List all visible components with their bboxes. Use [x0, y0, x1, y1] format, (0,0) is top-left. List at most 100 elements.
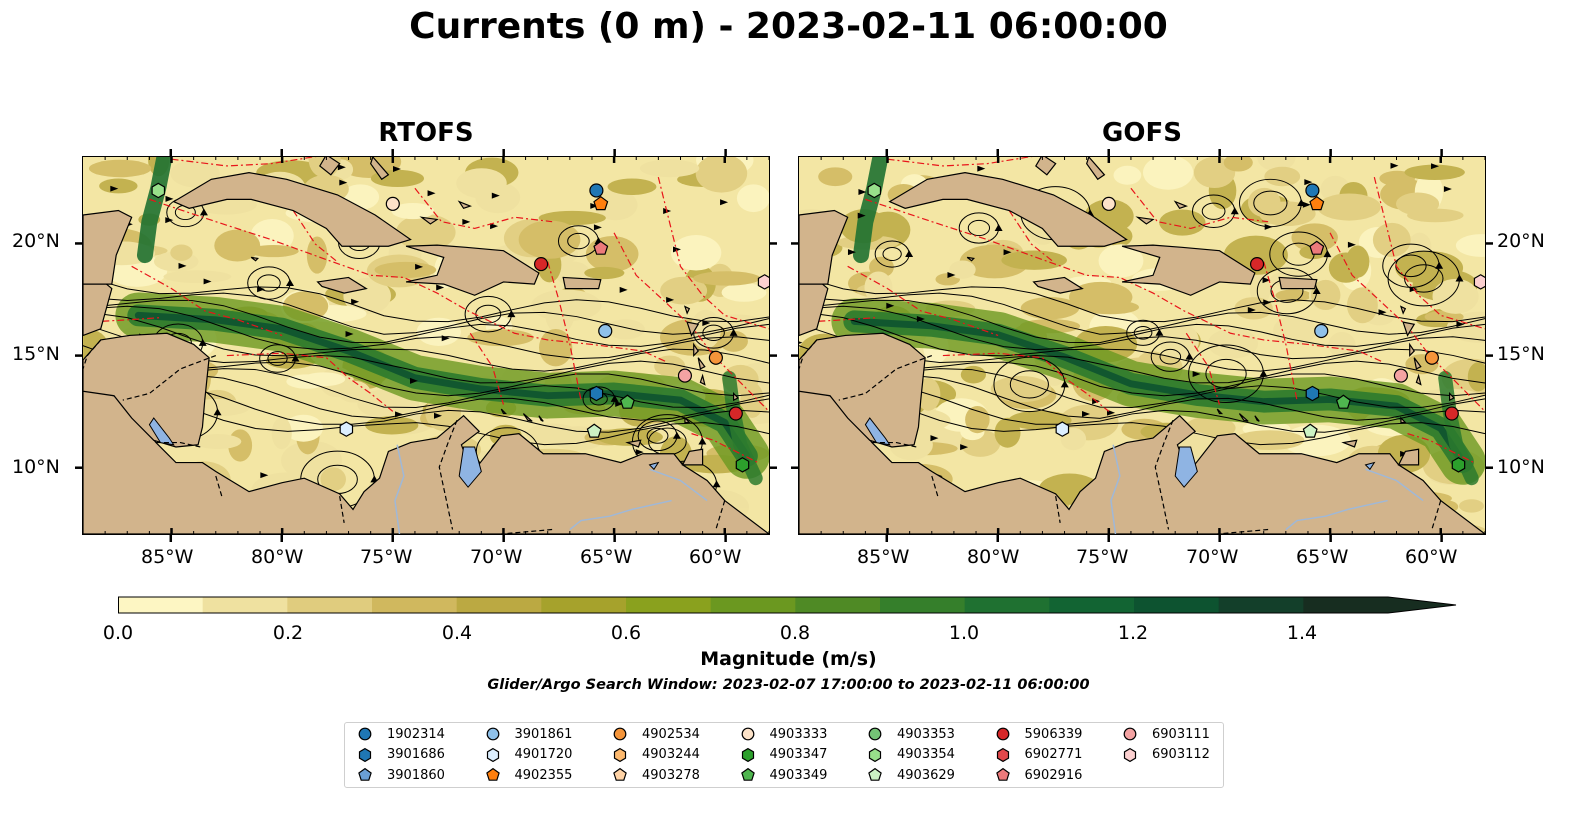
landmass — [172, 172, 412, 247]
speed-patch — [1008, 410, 1072, 430]
legend-marker-icon — [868, 727, 882, 741]
map-panel-gofs[interactable] — [798, 156, 1486, 535]
legend-label: 1902314 — [387, 726, 445, 742]
speed-patch — [1069, 281, 1133, 313]
figure-title: Currents (0 m) - 2023-02-11 06:00:00 — [409, 6, 1168, 47]
speed-patch — [170, 159, 220, 188]
landmass — [684, 416, 691, 424]
streamline-arrow — [1378, 309, 1387, 316]
legend-marker — [613, 727, 627, 741]
colorbar-outline — [118, 596, 1457, 614]
speed-patch — [736, 184, 769, 213]
legend-marker-icon — [1123, 747, 1137, 762]
streamline — [799, 299, 1485, 347]
speed-patch — [1001, 250, 1067, 270]
legend-label: 4903353 — [897, 726, 955, 742]
legend-entry: 4903244 — [612, 747, 700, 763]
streamline-arrow — [619, 286, 628, 293]
speed-patch — [596, 428, 663, 446]
streamline-arrow — [165, 217, 174, 224]
landmass — [1085, 157, 1106, 181]
streamline-arrow — [199, 208, 208, 216]
legend-marker-icon — [868, 747, 882, 762]
legend-marker — [740, 767, 755, 781]
colorbar-bin — [118, 597, 204, 613]
colorbar-bin — [964, 597, 1050, 613]
streamline-arrow — [1304, 179, 1313, 186]
float-marker-4903333 — [385, 196, 400, 211]
legend-marker-icon — [868, 767, 882, 781]
eez-line — [292, 210, 338, 263]
lake — [1364, 461, 1376, 471]
country-border — [1217, 528, 1269, 534]
speed-patch — [1310, 279, 1341, 310]
speed-patch — [248, 245, 299, 258]
float-marker-5906339 — [533, 257, 549, 272]
speed-patch — [654, 355, 686, 377]
float-marker-4903354 — [151, 182, 166, 199]
streamline-arrow — [857, 212, 866, 219]
streamline-arrow — [729, 328, 738, 336]
colorbar-bin — [1134, 597, 1220, 613]
speed-patch — [1113, 165, 1142, 185]
streamline-arrow — [635, 449, 644, 456]
legend-marker — [868, 727, 882, 741]
legend-marker — [358, 747, 372, 762]
eddy-streamline — [1205, 358, 1247, 389]
float-marker-6903111 — [1393, 368, 1408, 383]
legend-marker — [613, 747, 627, 762]
legend-label: 4902534 — [642, 726, 700, 742]
speed-patch — [1328, 331, 1356, 358]
streamline-arrow — [1456, 321, 1465, 328]
legend-label: 4903354 — [897, 747, 955, 762]
speed-patch — [1346, 287, 1378, 324]
colorbar-label: Magnitude (m/s) — [700, 648, 877, 670]
colorbar-tick-label: 1.0 — [948, 622, 980, 644]
speed-patch — [365, 416, 419, 435]
streamline-arrow — [593, 224, 602, 231]
float-marker-4902355 — [593, 195, 609, 211]
float-marker-4903349 — [1335, 394, 1351, 409]
speed-patch — [306, 236, 328, 274]
streamline-arrow — [490, 223, 499, 230]
speed-patch — [949, 260, 976, 279]
speed-patch — [416, 317, 461, 347]
float-marker-6902916 — [1309, 240, 1325, 255]
streamline-arrow — [666, 296, 675, 303]
eez-line — [1185, 332, 1221, 405]
streamline-arrow — [462, 218, 471, 225]
colorbar-tick-label: 0.2 — [272, 622, 304, 644]
legend-entry: 1902314 — [357, 726, 445, 742]
streamline — [83, 292, 769, 335]
country-border — [339, 496, 345, 523]
country-border — [838, 354, 933, 401]
streamline-arrow — [712, 480, 721, 488]
float-marker-4902355 — [1309, 195, 1325, 211]
landmass — [799, 332, 926, 448]
float-marker-3901861 — [1314, 323, 1329, 339]
map-panel-rtofs[interactable] — [82, 156, 770, 535]
eddy-streamline — [967, 219, 991, 237]
speed-patch — [1264, 166, 1301, 187]
speed-patch — [660, 276, 708, 305]
streamline-arrow — [672, 431, 681, 439]
argo-float-markers — [151, 182, 769, 473]
eez-line — [865, 198, 1384, 363]
eddy-streamline — [1009, 370, 1049, 399]
legend-marker — [613, 767, 627, 781]
colorbar-bin — [795, 597, 881, 613]
float-marker-4901720 — [1055, 421, 1070, 437]
landmass — [966, 256, 976, 262]
landmass — [83, 332, 210, 448]
legend-label: 6903112 — [1152, 747, 1210, 762]
lon-tick-label: 60°W — [689, 546, 742, 568]
legend-entry: 3901861 — [485, 726, 572, 742]
eddy-streamline — [1404, 264, 1444, 293]
country-border — [122, 354, 217, 401]
speed-patch — [1317, 193, 1381, 221]
streamline-arrow — [1455, 274, 1464, 282]
speed-patch — [1249, 267, 1271, 306]
speed-patch — [1372, 222, 1411, 257]
river — [1285, 499, 1388, 531]
legend-label: 4903278 — [642, 767, 700, 783]
